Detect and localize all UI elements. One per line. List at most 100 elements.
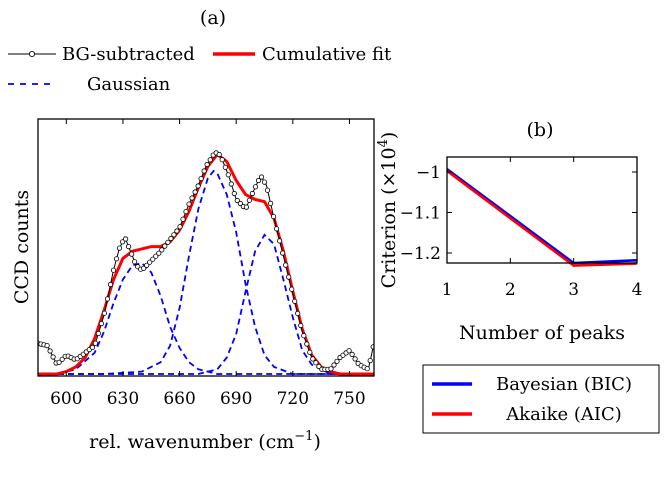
bg-subtracted-point — [273, 226, 280, 232]
x-tick-label-a: 660 — [163, 389, 195, 409]
legend-fit-label: Cumulative fit — [262, 44, 392, 65]
bg-subtracted-point — [264, 187, 271, 193]
bg-subtracted-point — [89, 344, 96, 350]
bg-subtracted-point — [304, 341, 310, 347]
bg-subtracted-point — [129, 251, 135, 257]
bg-subtracted-point — [234, 197, 240, 204]
y-axis-label-a: CCD counts — [11, 190, 33, 304]
bg-subtracted-point — [174, 228, 180, 234]
legend-gauss-label: Gaussian — [87, 74, 171, 95]
bg-subtracted-point — [141, 265, 147, 271]
bg-subtracted-point — [219, 157, 225, 163]
ticks-b: 1 2 3 4 −1 −1.1 −1.2 — [400, 157, 643, 300]
bg-subtracted-point — [186, 201, 192, 207]
bg-subtracted-point — [249, 190, 255, 197]
x-tick-label-a: 690 — [220, 389, 252, 409]
bg-subtracted-point — [126, 244, 132, 250]
plot-b — [446, 168, 638, 267]
panel-b-label: (b) — [527, 119, 554, 141]
bg-subtracted-point — [346, 348, 352, 354]
bg-subtracted-point — [44, 342, 50, 349]
bg-subtracted-point — [92, 340, 99, 346]
gaussian-curve-2 — [38, 262, 374, 375]
bg-subtracted-point — [101, 310, 108, 316]
cumulative-fit-line — [38, 152, 374, 376]
bg-subtracted-point — [292, 298, 298, 304]
bg-subtracted-point — [162, 243, 168, 249]
plot-a-series — [38, 150, 374, 376]
legend-b: Bayesian (BIC) Akaike (AIC) — [422, 364, 660, 434]
bg-subtracted-point — [243, 204, 249, 210]
bg-subtracted-point — [328, 366, 334, 372]
bg-subtracted-point — [50, 354, 56, 360]
legend-a: BG-subtracted Cumulative fit Gaussian — [8, 44, 392, 95]
legend-b-box — [422, 364, 660, 434]
bg-subtracted-point — [225, 172, 231, 178]
bg-subtracted-point — [171, 232, 177, 238]
criterion-line-1 — [446, 169, 638, 267]
bg-subtracted-point — [237, 200, 243, 207]
x-tick-label-a: 720 — [277, 389, 309, 409]
bg-subtracted-point — [189, 195, 195, 201]
bg-subtracted-point — [279, 250, 286, 256]
bg-subtracted-point — [222, 164, 228, 170]
bg-subtracted-point — [295, 310, 301, 316]
bg-subtracted-point — [313, 360, 319, 366]
bg-subtracted-point — [270, 214, 277, 220]
bg-subtracted-point — [192, 189, 198, 195]
legend-bg-marker — [28, 50, 36, 58]
bg-subtracted-point — [144, 262, 150, 268]
bg-subtracted-point — [246, 197, 252, 203]
y-tick-label-b: −1.2 — [400, 244, 441, 264]
bg-subtracted-point — [110, 267, 117, 273]
bg-subtracted-point — [367, 357, 373, 364]
bg-subtracted-point — [201, 168, 207, 174]
bg-subtracted-point — [331, 362, 337, 368]
bg-subtracted-point — [159, 247, 165, 253]
bg-subtracted-point — [147, 259, 153, 265]
y-axis-label-b: Criterion (×104) — [376, 132, 400, 289]
bg-subtracted-point — [107, 281, 114, 288]
bg-subtracted-point — [165, 239, 171, 245]
bg-subtracted-point — [267, 200, 274, 206]
bg-subtracted-point — [180, 216, 186, 222]
bg-subtracted-point — [310, 356, 316, 362]
bg-subtracted-point — [216, 151, 222, 158]
bg-subtracted-point — [334, 358, 340, 364]
axes-frame-a — [37, 118, 375, 377]
bg-subtracted-point — [156, 250, 162, 256]
legend-b-label: Akaike (AIC) — [505, 404, 622, 425]
bg-subtracted-point — [123, 236, 129, 242]
bg-subtracted-point — [301, 333, 307, 339]
bg-subtracted-point — [59, 356, 65, 362]
bg-subtracted-point — [289, 286, 295, 292]
x-tick-label-b: 4 — [632, 280, 643, 300]
criterion-line-0 — [446, 168, 638, 265]
gaussian-curve-4 — [38, 233, 374, 375]
bg-subtracted-point — [364, 366, 370, 372]
bg-subtracted-point — [261, 179, 268, 185]
bg-subtracted-point — [113, 256, 120, 262]
x-tick-label-b: 1 — [442, 280, 453, 300]
bg-subtracted-point — [150, 256, 156, 262]
legend-b-label: Bayesian (BIC) — [496, 374, 632, 395]
bg-subtracted-point — [198, 176, 204, 182]
bg-subtracted-point — [95, 330, 102, 336]
bg-subtracted-point — [204, 161, 210, 168]
x-axis-label-b: Number of peaks — [459, 322, 625, 344]
bg-subtracted-point — [153, 253, 159, 259]
plot-a — [38, 150, 374, 376]
bg-subtracted-point — [168, 235, 174, 242]
bg-subtracted-point — [132, 259, 138, 265]
y-tick-label-b: −1 — [416, 163, 441, 183]
bg-subtracted-point — [183, 209, 189, 215]
bg-subtracted-point — [286, 274, 292, 280]
bg-subtracted-point — [258, 174, 265, 180]
y-tick-label-b: −1.1 — [400, 204, 441, 224]
legend-bg-label: BG-subtracted — [62, 44, 195, 65]
bg-subtracted-point — [228, 181, 234, 187]
bg-subtracted-point — [98, 320, 105, 327]
x-ticks-a: 600 630 660 690 720 750 — [50, 119, 366, 409]
bg-subtracted-point — [231, 190, 237, 197]
bg-subtracted-point — [283, 262, 289, 268]
